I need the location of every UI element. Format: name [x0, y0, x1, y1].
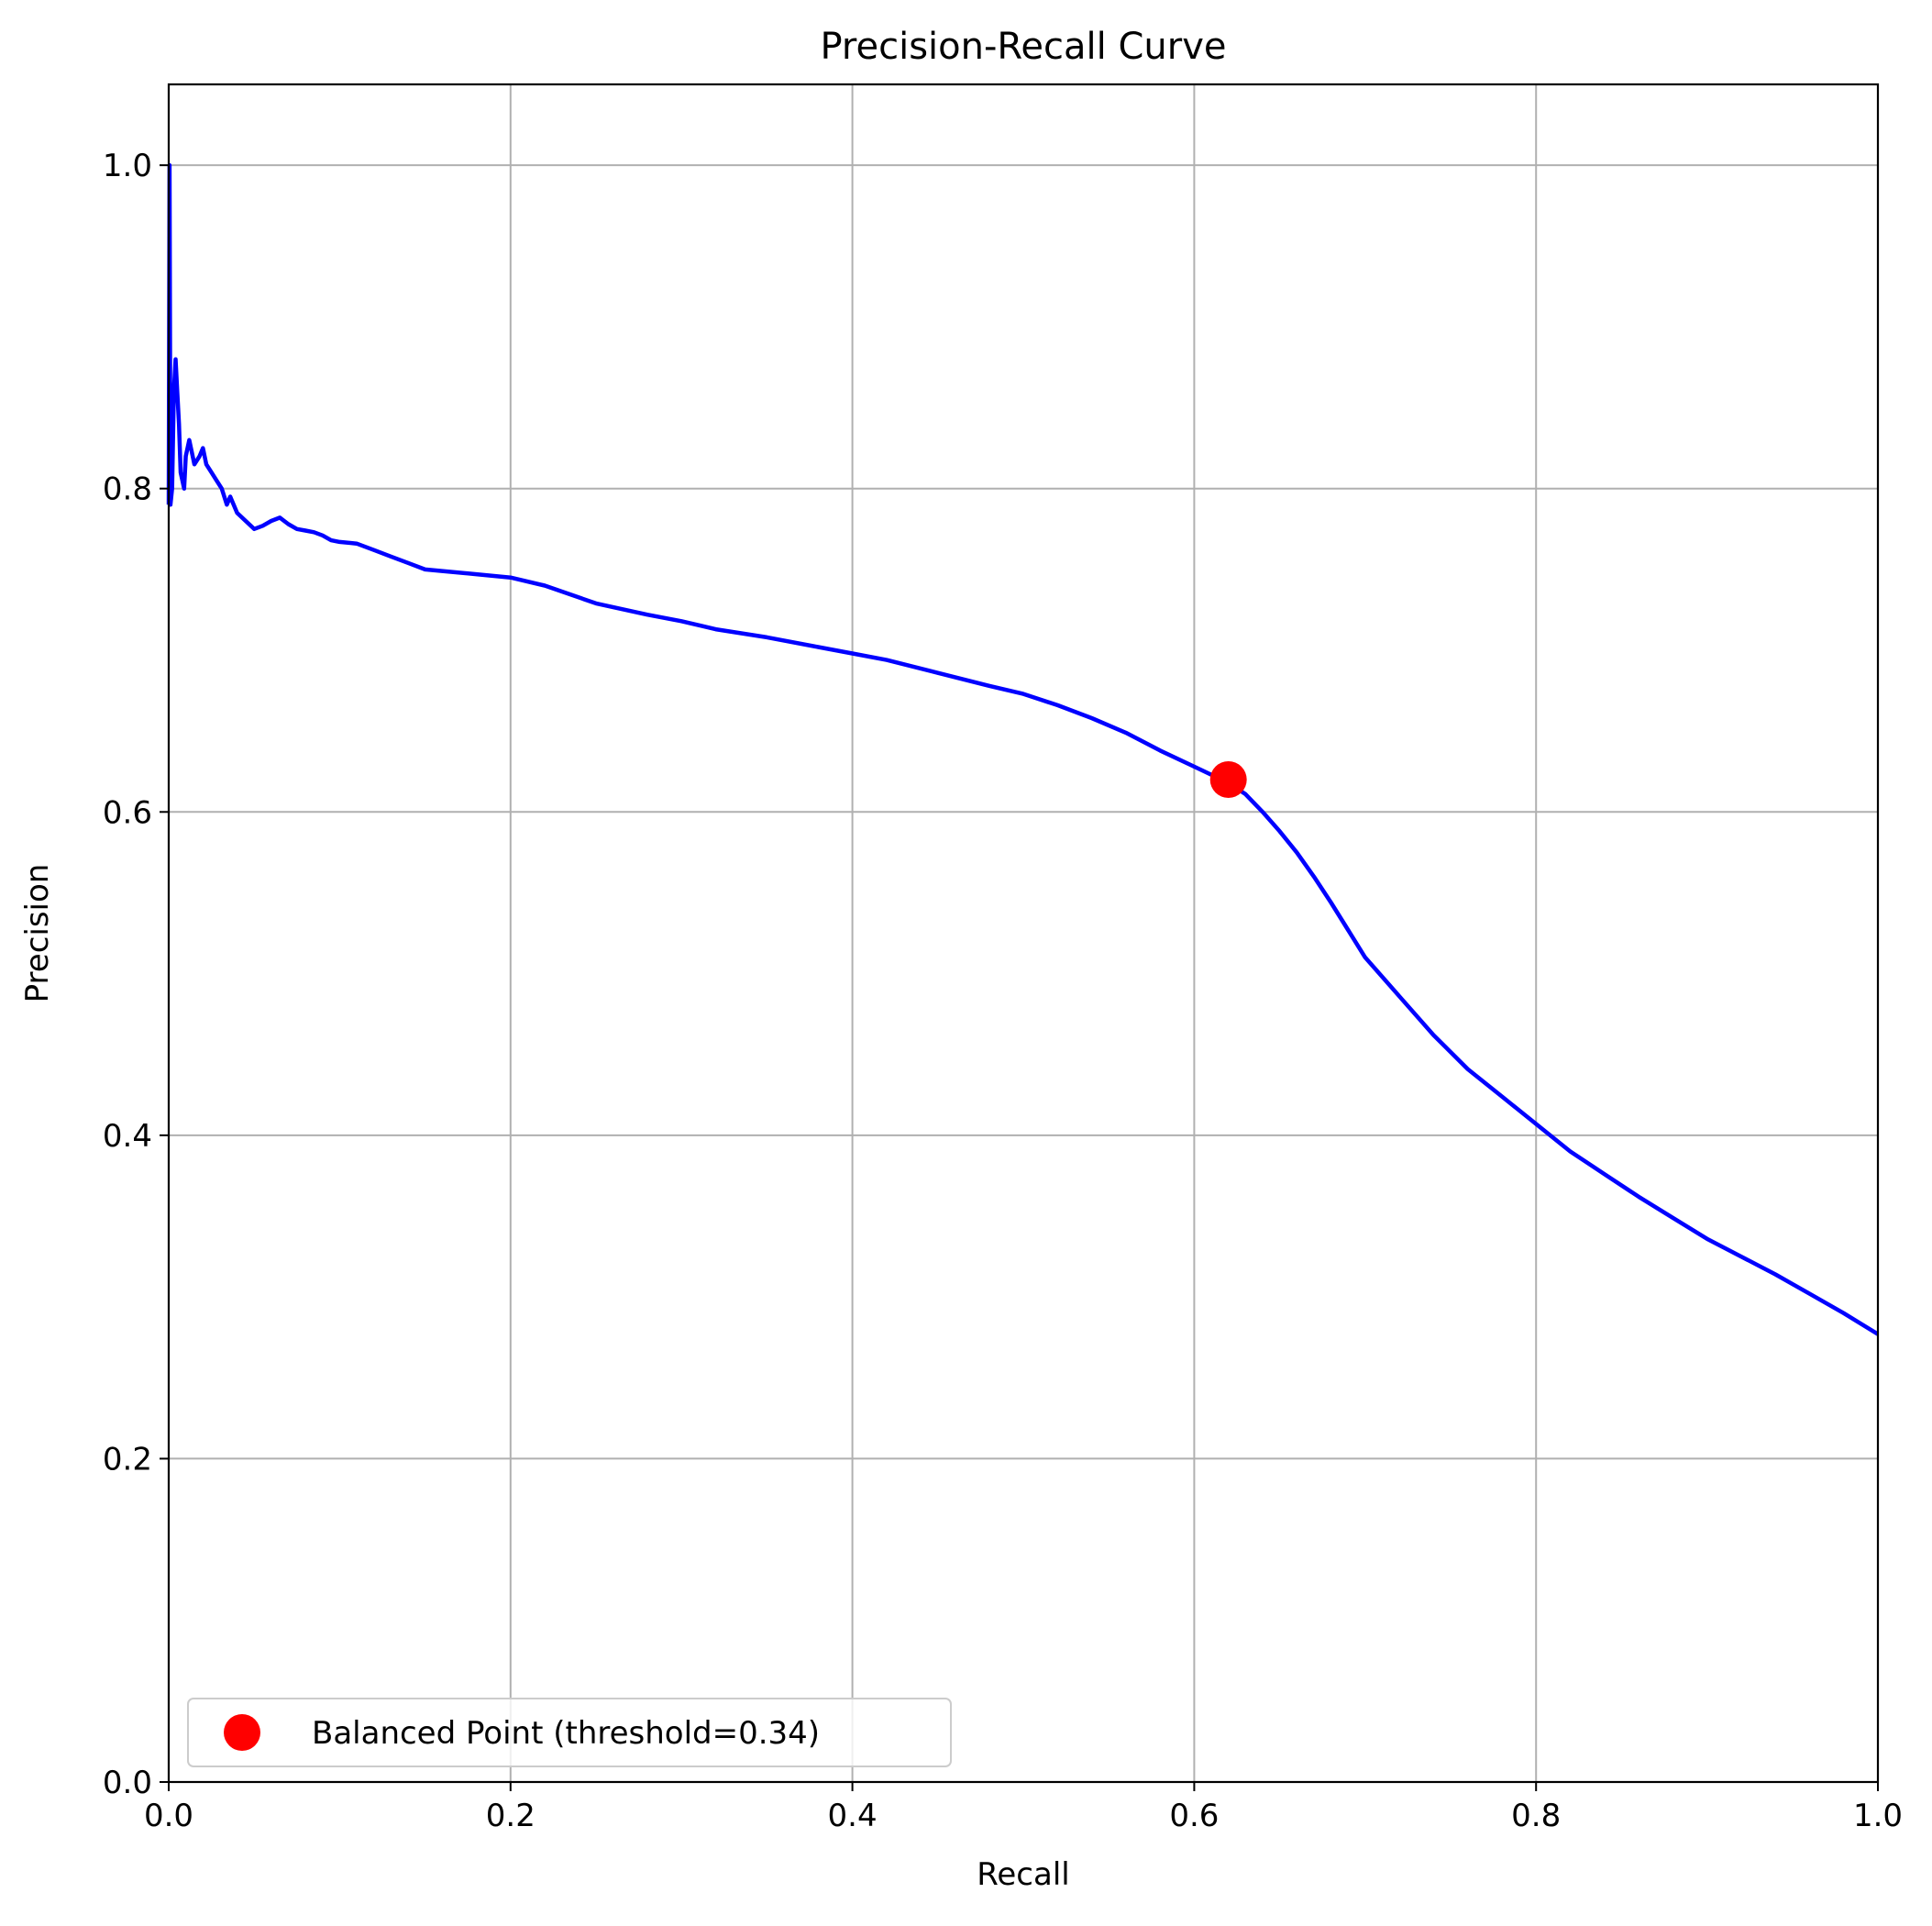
y-tick-label: 0.0 [103, 1765, 152, 1801]
x-tick-label: 0.8 [1511, 1798, 1561, 1834]
legend-label: Balanced Point (threshold=0.34) [312, 1715, 820, 1752]
x-tick-label: 0.6 [1169, 1798, 1219, 1834]
y-tick-label: 0.2 [103, 1441, 152, 1478]
y-tick-label: 0.4 [103, 1118, 152, 1155]
pr-curve-line [166, 162, 1880, 1336]
legend-box [187, 1698, 952, 1767]
x-tick-label: 0.0 [144, 1798, 193, 1834]
plot-frame [167, 83, 1880, 1784]
legend: Balanced Point (threshold=0.34) [187, 1698, 952, 1767]
x-tick-label: 1.0 [1853, 1798, 1903, 1834]
y-axis-title: Precision [19, 864, 56, 1003]
series-layer [166, 162, 1880, 1336]
y-tick-label: 0.8 [103, 471, 152, 508]
axis-ticks: 0.0 0.2 0.4 0.6 0.8 1.0 0.0 0.2 0.4 0.6 0.8 1.0 [103, 148, 1903, 1834]
legend-marker [224, 1714, 260, 1751]
x-axis-title: Recall [977, 1856, 1069, 1893]
x-tick-label: 0.4 [828, 1798, 878, 1834]
y-tick-label: 1.0 [103, 148, 152, 184]
x-tick-label: 0.2 [486, 1798, 535, 1834]
highlight-layer [1209, 761, 1247, 799]
balanced-point-marker [1209, 761, 1247, 799]
y-tick-label: 0.6 [103, 794, 152, 831]
chart-title: Precision-Recall Curve [821, 26, 1227, 68]
